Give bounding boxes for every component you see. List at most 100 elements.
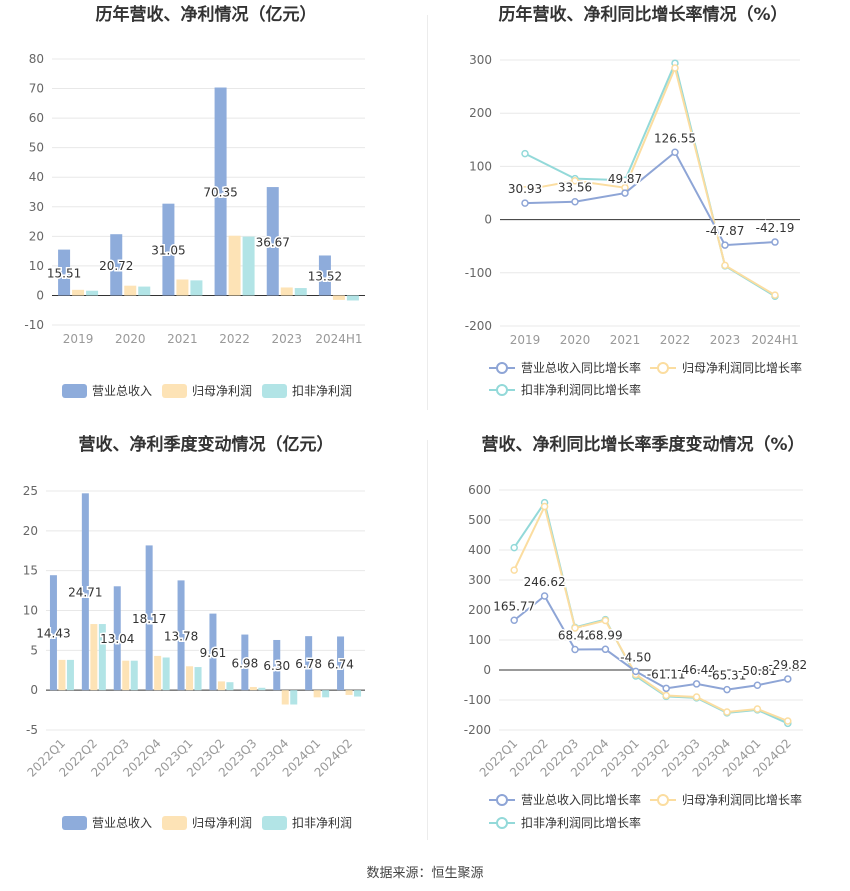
bar [241,634,249,691]
y-tick-label: 80 [29,52,44,66]
data-label: 24.71 [68,586,102,600]
y-tick-label: 25 [23,484,38,498]
quarterly-growth-rate-chart: 营收、净利同比增长率季度变动情况（%） -200 -100 0 100 200 300 400… [425,430,850,860]
data-point [571,177,579,185]
x-tick-label: 2024H1 [315,332,362,346]
y-tick-label: 0 [36,288,44,302]
series-line [524,64,776,297]
bar [249,686,257,691]
bar [98,624,106,691]
bar [58,249,71,296]
x-tick-label: 2019 [510,333,541,347]
y-tick-label: -100 [465,266,492,280]
data-label: 6.78 [295,657,322,671]
divider [427,15,428,410]
data-label: 30.93 [508,182,542,196]
data-label: 126.55 [654,131,696,145]
chart-title: 历年营收、净利同比增长率情况（%） [498,4,787,25]
y-tick-label: 10 [23,604,38,618]
data-point [692,693,701,701]
bar [217,681,225,691]
y-tick-label: 60 [29,111,44,125]
series-line [513,503,789,722]
y-tick-label: 10 [29,259,44,273]
x-tick-label: 2020 [115,332,146,346]
bar [226,682,234,691]
data-label: 36.67 [256,235,290,249]
data-label: -29.82 [768,658,807,672]
y-tick-label: 70 [29,82,44,96]
data-point [784,675,792,683]
chart-title: 历年营收、净利情况（亿元） [96,4,317,25]
data-label: 6.30 [263,659,290,673]
data-label: 31.05 [151,244,185,258]
y-tick-label: -5 [26,723,38,737]
data-label: -46.44 [677,663,716,677]
y-tick-label: 100 [468,633,491,647]
data-label: 20.72 [99,259,133,273]
data-label: -4.50 [620,650,651,664]
y-tick-label: 600 [468,483,491,497]
y-tick-label: 200 [469,106,492,120]
y-tick-label: 0 [484,213,492,227]
data-point [692,680,701,688]
data-label: 15.51 [47,267,81,281]
bar [281,690,289,705]
bar [154,655,162,691]
y-tick-label: -200 [464,723,491,737]
y-tick-label: 30 [29,200,44,214]
data-point [540,502,549,511]
y-tick-label: -10 [24,318,44,332]
legend-label: 归母净利润 [192,384,252,398]
bar [266,187,279,296]
data-point [571,624,579,632]
annual-revenue-profit-svg: 历年营收、净利情况（亿元） -10 0 10 20 30 40 50 60 70 80 15.51 20… [24,4,365,398]
bar [214,87,227,296]
data-point [723,708,731,716]
legend-marker [496,384,508,396]
data-label: 18.17 [132,612,166,626]
data-point [540,592,549,600]
chart-title: 营收、净利季度变动情况（亿元） [79,434,334,455]
x-tick-label: 2023 [271,332,302,346]
bar [177,580,185,691]
y-tick-label: 500 [468,513,491,527]
data-label: -65.31 [708,669,747,683]
bar [122,660,130,691]
bar [346,295,359,301]
series-line [524,60,776,298]
legend-label: 扣非净利润同比增长率 [521,815,641,830]
y-tick-label: 300 [469,53,492,67]
bar [194,667,202,691]
data-point [621,189,629,197]
data-point [753,681,762,689]
legend-marker [657,362,669,374]
bar [294,288,307,296]
bar [162,203,175,296]
data-label: -50.81 [738,664,777,678]
data-label: 246.62 [524,575,566,589]
y-tick-label: 200 [468,603,491,617]
y-tick-label: 400 [468,543,491,557]
data-source-note: 数据来源：恒生聚源 [366,866,484,881]
data-point [521,199,529,207]
data-point [571,197,579,206]
data-point [662,691,670,700]
data-point [723,685,731,694]
bar [81,493,89,691]
data-point [721,261,729,270]
legend-label: 归母净利润 [192,816,252,830]
bar [176,279,189,296]
quarterly-revenue-profit-svg: 营收、净利季度变动情况（亿元） -5 0 5 10 15 20 25 14.43 24.71 13.… [23,434,365,830]
bar [49,575,57,691]
annual-revenue-profit-chart: 历年营收、净利情况（亿元） -10 0 10 20 30 40 50 60 70 80 15.51 20… [0,0,425,430]
legend-marker [496,794,508,806]
data-label: -47.87 [706,224,745,238]
data-point [721,241,729,249]
data-point [601,616,610,625]
bar [280,287,293,296]
bar [130,660,138,691]
data-point [601,645,610,654]
x-tick-label: 2022 [660,333,691,347]
bar [113,586,121,691]
